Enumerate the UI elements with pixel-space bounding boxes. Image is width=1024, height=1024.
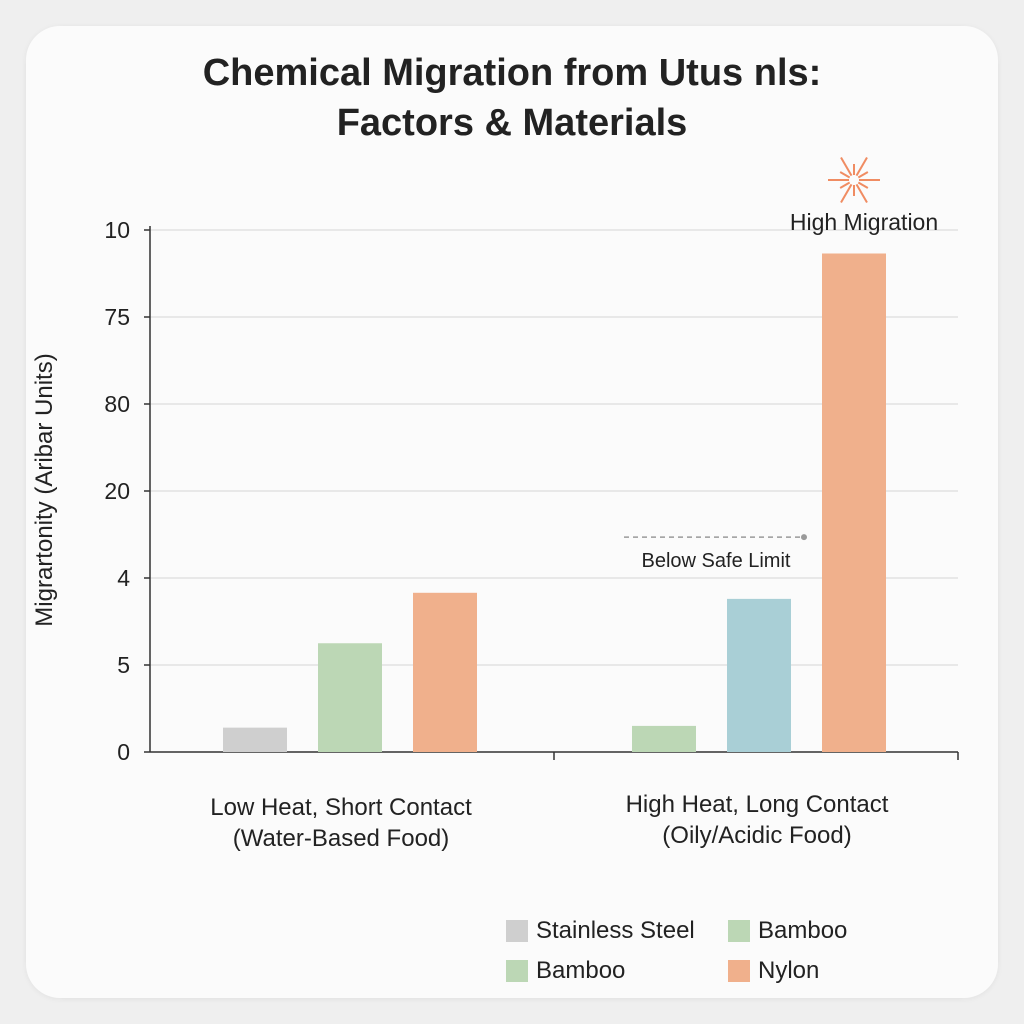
bar-1-nylon bbox=[727, 598, 791, 752]
chart-title-line-2: Factors & Materials bbox=[336, 102, 688, 144]
bar-1-nylon bbox=[822, 253, 886, 753]
bar-0-stainless-steel bbox=[223, 727, 287, 752]
legend-label: Bamboo bbox=[536, 957, 626, 984]
bar-0-bamboo bbox=[318, 643, 382, 752]
category-label-0-line-1: Low Heat, Short Contact bbox=[210, 794, 472, 821]
chart-title: Chemical Migration from Utus nls: Factor… bbox=[0, 48, 1024, 148]
bar-1-bamboo bbox=[632, 725, 696, 752]
legend-item-bamboo: Bamboo bbox=[728, 917, 847, 945]
legend-item-stainless-steel: Stainless Steel bbox=[506, 917, 695, 945]
y-tick-label: 0 bbox=[117, 739, 130, 765]
legend-swatch bbox=[728, 960, 750, 982]
safe-limit-marker bbox=[801, 534, 807, 541]
legend-swatch bbox=[506, 960, 528, 982]
y-axis-label: Migrartonity (Aribar Units) bbox=[31, 353, 58, 627]
y-tick-label: 75 bbox=[104, 304, 130, 330]
starburst-icon bbox=[828, 156, 880, 204]
annotation-high-migration: High Migration bbox=[790, 209, 938, 235]
chart-title-line-1: Chemical Migration from Utus nls: bbox=[202, 52, 822, 94]
category-label-1-line-2: (Oily/Acidic Food) bbox=[662, 822, 852, 849]
bar-0-nylon bbox=[413, 592, 477, 752]
category-label-0-line-2: (Water-Based Food) bbox=[232, 825, 450, 852]
y-tick-label: 20 bbox=[104, 478, 130, 504]
category-label-1-line-1: High Heat, Long Contact bbox=[625, 791, 889, 818]
category-label-1: High Heat, Long Contact (Oily/Acidic Foo… bbox=[626, 789, 889, 851]
y-tick-label: 10 bbox=[104, 217, 130, 243]
annotation-below-safe-limit: Below Safe Limit bbox=[642, 550, 791, 572]
legend-swatch bbox=[506, 920, 528, 942]
legend-swatch bbox=[728, 920, 750, 942]
legend-item-bamboo-2: Bamboo bbox=[506, 957, 625, 985]
legend-item-nylon: Nylon bbox=[728, 957, 819, 985]
y-tick-label: 5 bbox=[117, 652, 130, 678]
category-label-0: Low Heat, Short Contact (Water-Based Foo… bbox=[210, 792, 471, 854]
legend-label: Stainless Steel bbox=[536, 917, 695, 944]
y-tick-label: 4 bbox=[117, 565, 130, 591]
legend-label: Bamboo bbox=[758, 917, 848, 944]
legend-label: Nylon bbox=[758, 957, 820, 984]
y-tick-label: 80 bbox=[104, 391, 130, 417]
